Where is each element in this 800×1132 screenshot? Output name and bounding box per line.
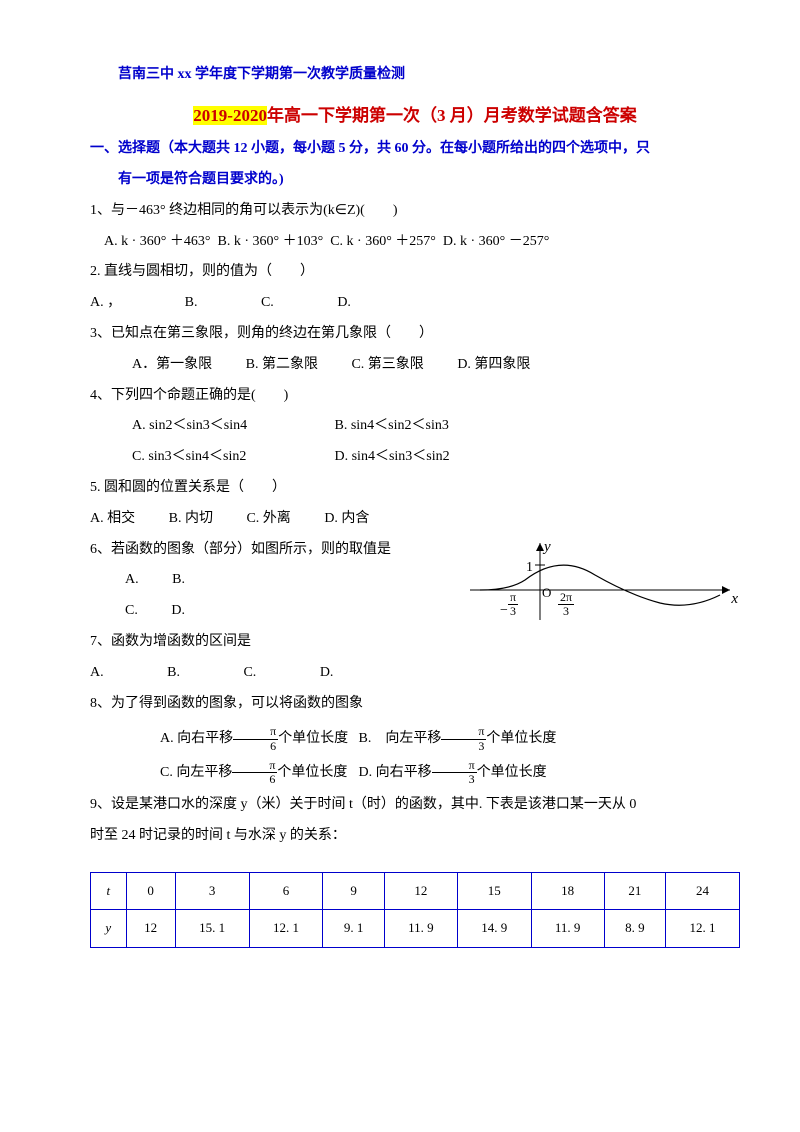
q3-opt-b: B. 第二象限 — [246, 357, 318, 372]
graph-one: 1 — [526, 553, 533, 584]
td: 21 — [604, 872, 666, 910]
q2-opt-b: B. — [185, 295, 198, 310]
question-4: 4、下列四个命题正确的是( ) — [90, 381, 740, 412]
q5-opt-b: B. 内切 — [169, 511, 213, 526]
question-1-options: A. k · 360° ＋463° B. k · 360° ＋103° C. k… — [90, 227, 740, 258]
q5-opt-d: D. 内含 — [324, 511, 369, 526]
q8-opt-c: C. 向左平移π6个单位长度 — [125, 759, 355, 786]
td: 14. 9 — [457, 910, 531, 948]
q1-opt-c: C. k · 360° ＋257° — [330, 234, 436, 249]
exam-title: 2019-2020年高一下学期第一次（3 月）月考数学试题含答案 — [90, 97, 740, 134]
section-heading-line2: 有一项是符合题目要求的。) — [90, 165, 740, 196]
td: 24 — [666, 872, 740, 910]
td: 3 — [175, 872, 249, 910]
graph-neg-pi-3: − π3 — [508, 590, 518, 621]
q2-opt-d: D. — [337, 295, 351, 310]
q8-opt-a: A. 向右平移π6个单位长度 — [125, 725, 355, 752]
title-year: 2019-2020 — [193, 106, 267, 125]
td: 15 — [457, 872, 531, 910]
q3-opt-d: D. 第四象限 — [457, 357, 530, 372]
graph-two-pi-3: 2π3 — [558, 590, 574, 621]
q6-opt-c: C. — [125, 603, 138, 618]
question-3: 3、已知点在第三象限，则角的终边在第几象限（ ） — [90, 319, 740, 350]
q3-opt-a: A．第一象限 — [132, 357, 212, 372]
question-7-options: A. B. C. D. — [90, 658, 740, 689]
question-8-options-row2: C. 向左平移π6个单位长度 D. 向右平移π3个单位长度 — [90, 759, 740, 786]
title-rest: 年高一下学期第一次（3 月）月考数学试题含答案 — [267, 106, 637, 125]
td: 12. 1 — [249, 910, 323, 948]
question-9-line2: 时至 24 时记录的时间 t 与水深 y 的关系： — [90, 821, 740, 852]
th-t: t — [91, 872, 127, 910]
td: 0 — [126, 872, 175, 910]
q6-opt-a: A. — [125, 572, 139, 587]
school-header: 莒南三中 xx 学年度下学期第一次教学质量检测 — [90, 60, 740, 91]
q7-opt-b: B. — [167, 665, 180, 680]
th-y: y — [91, 910, 127, 948]
td: 6 — [249, 872, 323, 910]
question-3-options: A．第一象限 B. 第二象限 C. 第三象限 D. 第四象限 — [90, 350, 740, 381]
question-9-line1: 9、设是某港口水的深度 y（米）关于时间 t（时）的函数，其中. 下表是该港口某… — [90, 790, 740, 821]
q5-opt-c: C. 外离 — [246, 511, 290, 526]
q4-opt-c: C. sin3＜sin4＜sin2 — [111, 442, 331, 473]
td: 15. 1 — [175, 910, 249, 948]
q8-opt-b: B. 向左平移π3个单位长度 — [359, 731, 557, 746]
q4-opt-b: B. sin4＜sin2＜sin3 — [335, 418, 449, 433]
q6-opt-b: B. — [172, 572, 185, 587]
q4-opt-d: D. sin4＜sin3＜sin2 — [335, 449, 450, 464]
graph-origin: O — [542, 579, 551, 608]
question-5: 5. 圆和圆的位置关系是（ ） — [90, 473, 740, 504]
question-2: 2. 直线与圆相切，则的值为（ ） — [90, 257, 740, 288]
q6-opt-d: D. — [171, 603, 185, 618]
td: 12. 1 — [666, 910, 740, 948]
question-1: 1、与－463° 终边相同的角可以表示为(k∈Z)( ) — [90, 196, 740, 227]
question-6-options-row2: C. D. — [90, 596, 470, 627]
question-8-options-row1: A. 向右平移π6个单位长度 B. 向左平移π3个单位长度 — [90, 725, 740, 752]
question-6-options-row1: A. B. — [90, 565, 470, 596]
page-content: 莒南三中 xx 学年度下学期第一次教学质量检测 2019-2020年高一下学期第… — [0, 0, 800, 988]
q7-opt-c: C. — [243, 665, 256, 680]
q7-opt-a: A. — [90, 665, 104, 680]
q8-opt-d: D. 向右平移π3个单位长度 — [359, 765, 547, 780]
question-7: 7、函数为增函数的区间是 — [90, 627, 470, 658]
question-6-row: 6、若函数的图象（部分）如图所示，则的取值是 A. B. C. D. 7、函数为… — [90, 535, 740, 658]
question-4-options-row2: C. sin3＜sin4＜sin2 D. sin4＜sin3＜sin2 — [90, 442, 740, 473]
q3-opt-c: C. 第三象限 — [351, 357, 423, 372]
question-8: 8、为了得到函数的图象，可以将函数的图象 — [90, 689, 740, 720]
td: 9. 1 — [323, 910, 385, 948]
section-heading: 一、选择题（本大题共 12 小题，每小题 5 分，共 60 分。在每小题所给出的… — [90, 134, 740, 165]
td: 9 — [323, 872, 385, 910]
td: 11. 9 — [384, 910, 457, 948]
q2-opt-a: A. ， — [90, 295, 121, 310]
td: 12 — [384, 872, 457, 910]
td: 18 — [531, 872, 604, 910]
q5-opt-a: A. 相交 — [90, 511, 135, 526]
data-table: t 0 3 6 9 12 15 18 21 24 y 12 15. 1 12. … — [90, 872, 740, 948]
td: 11. 9 — [531, 910, 604, 948]
x-axis-label: x — [731, 583, 738, 616]
td: 12 — [126, 910, 175, 948]
question-5-options: A. 相交 B. 内切 C. 外离 D. 内含 — [90, 504, 740, 535]
y-axis-label: y — [544, 531, 551, 564]
q4-opt-a: A. sin2＜sin3＜sin4 — [111, 411, 331, 442]
table-row: y 12 15. 1 12. 1 9. 1 11. 9 14. 9 11. 9 … — [91, 910, 740, 948]
sine-graph: y x 1 O − π3 2π3 — [470, 535, 740, 635]
q1-opt-d: D. k · 360° －257° — [443, 234, 549, 249]
question-6: 6、若函数的图象（部分）如图所示，则的取值是 — [90, 535, 470, 566]
table-row: t 0 3 6 9 12 15 18 21 24 — [91, 872, 740, 910]
q7-opt-d: D. — [320, 665, 334, 680]
q2-opt-c: C. — [261, 295, 274, 310]
q1-opt-b: B. k · 360° ＋103° — [217, 234, 323, 249]
question-4-options-row1: A. sin2＜sin3＜sin4 B. sin4＜sin2＜sin3 — [90, 411, 740, 442]
td: 8. 9 — [604, 910, 666, 948]
question-2-options: A. ， B. C. D. — [90, 288, 740, 319]
q1-opt-a: A. k · 360° ＋463° — [104, 234, 210, 249]
